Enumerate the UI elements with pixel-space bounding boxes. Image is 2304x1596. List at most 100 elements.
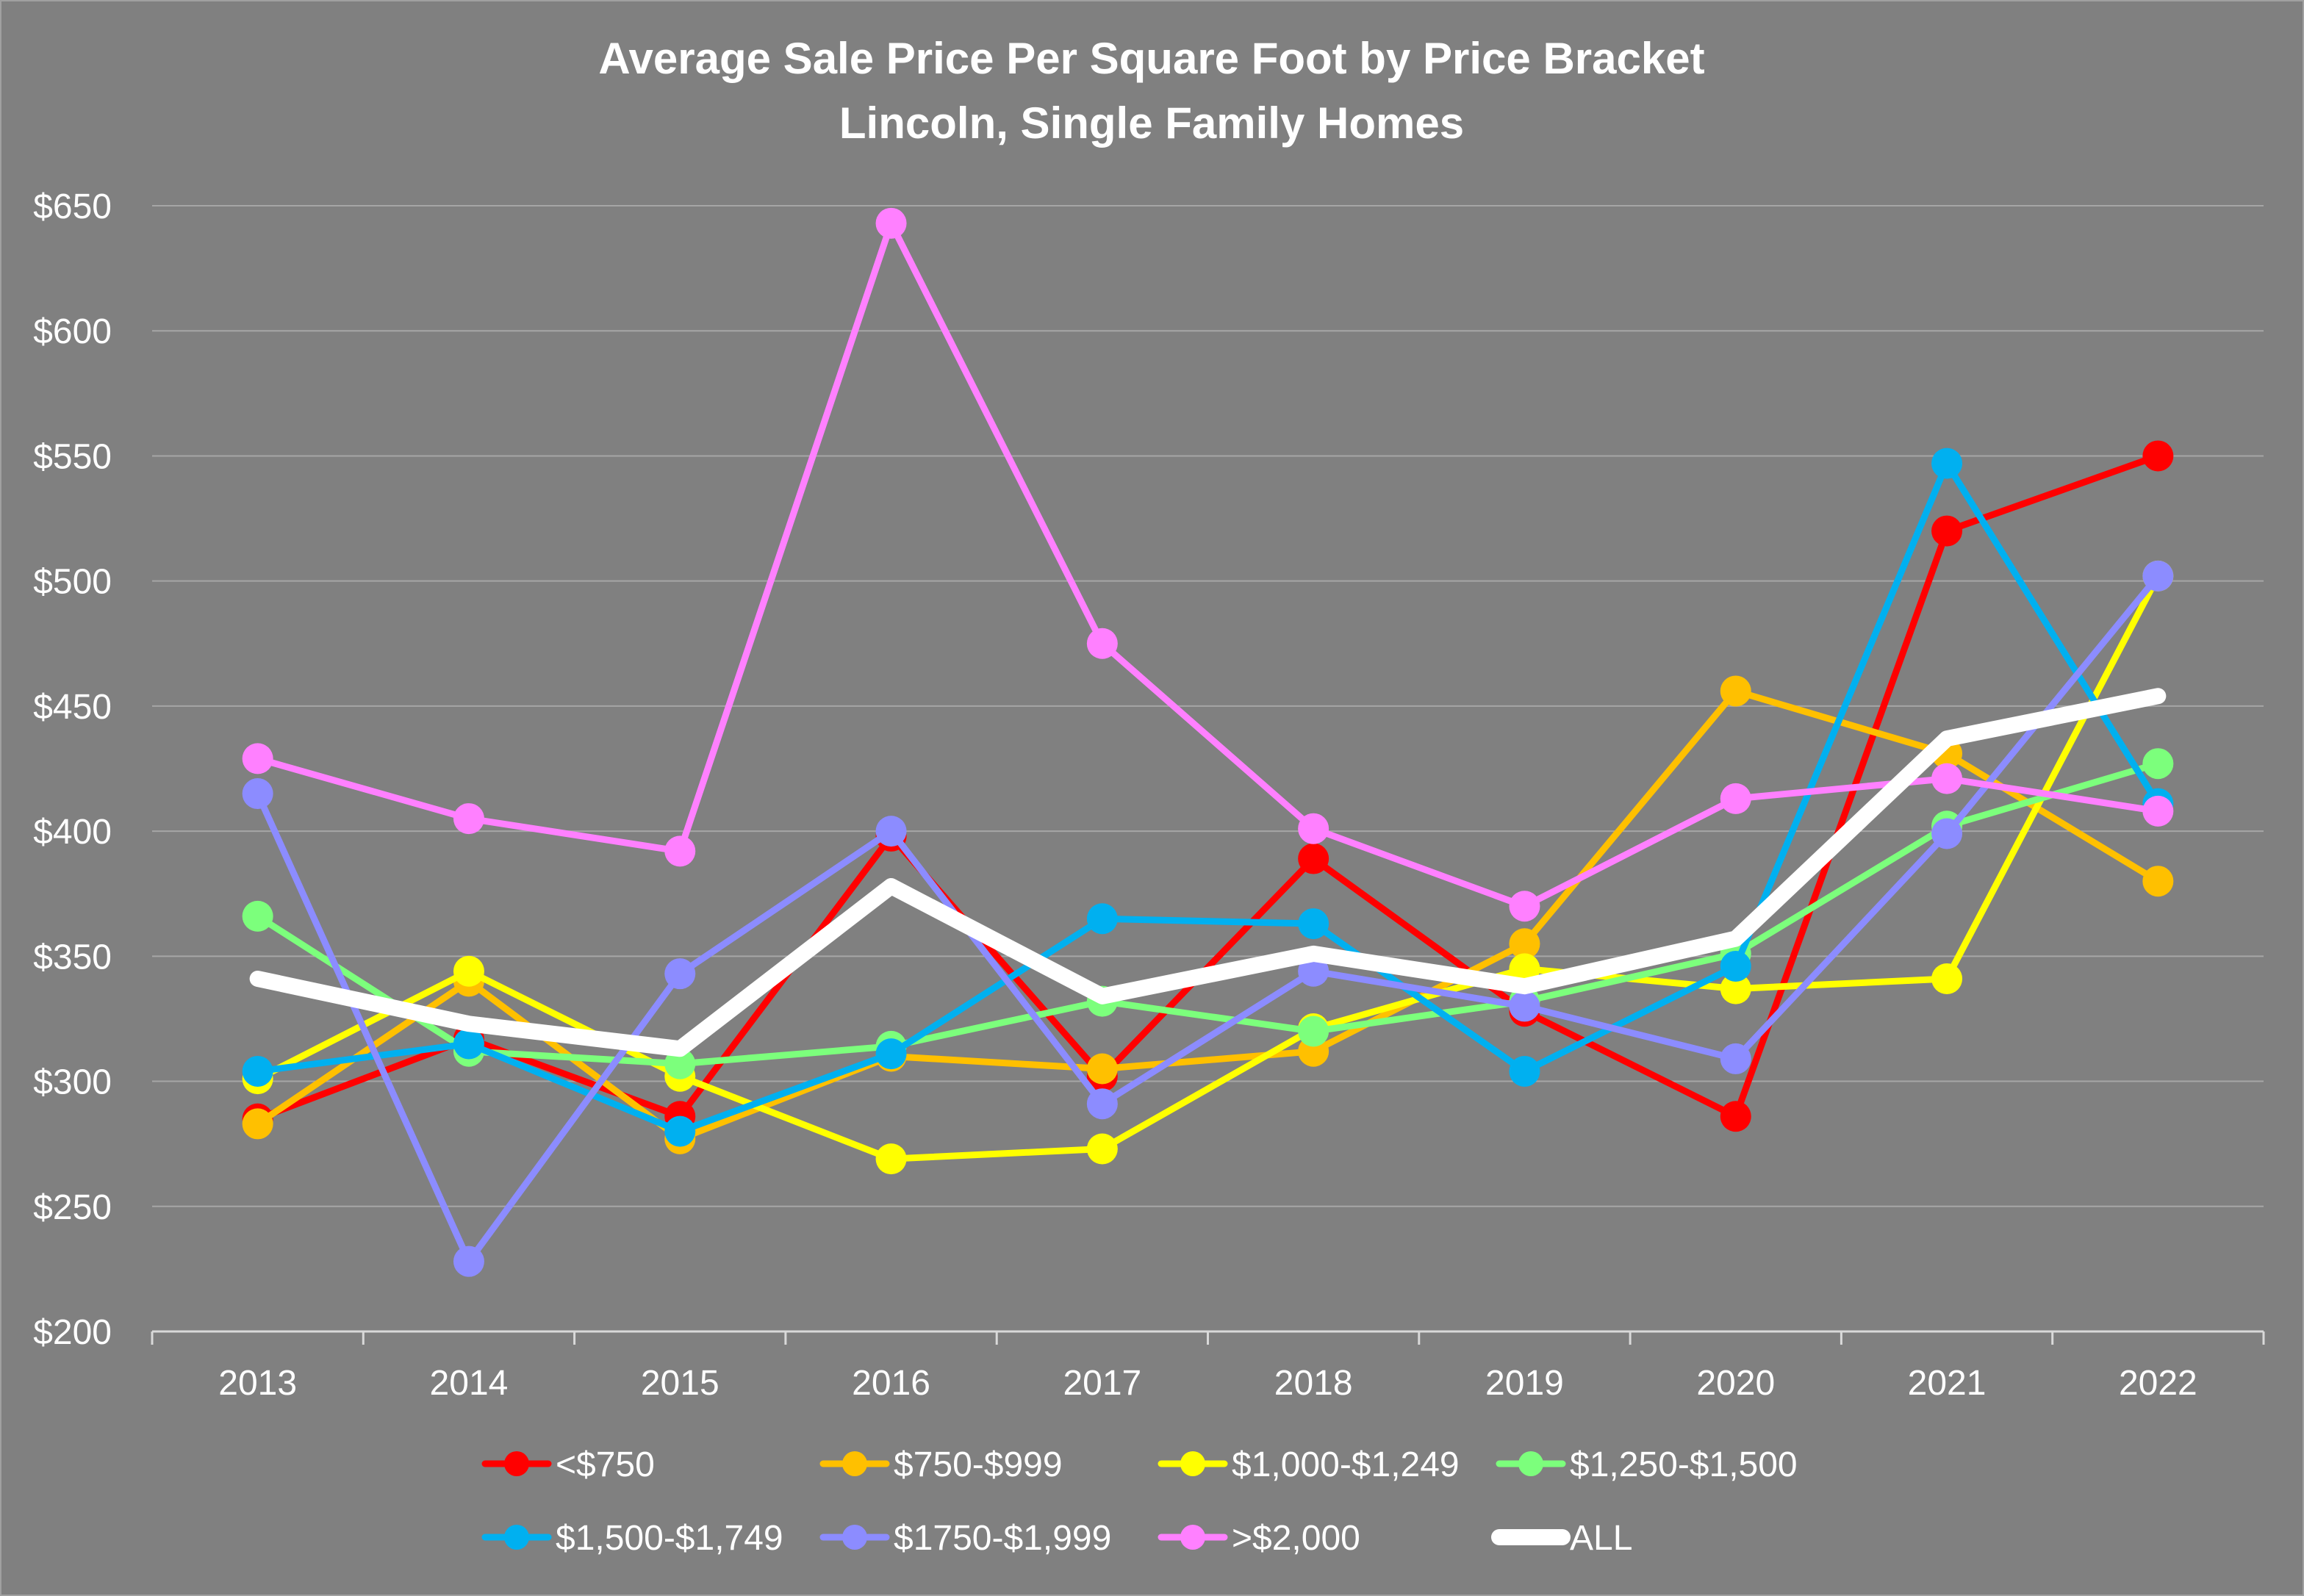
series-7 — [249, 688, 2167, 1057]
y-tick-label: $450 — [33, 688, 112, 727]
chart-title: Average Sale Price Per Square Foot by Pr… — [598, 34, 1704, 83]
data-point — [1931, 447, 1963, 479]
series-line — [254, 572, 2161, 1265]
x-tick-label: 2015 — [641, 1364, 719, 1403]
series-lines — [242, 207, 2174, 1277]
data-point — [664, 835, 696, 867]
legend-swatch-marker — [1180, 1525, 1205, 1550]
y-tick-label: $350 — [33, 938, 112, 977]
y-tick-label: $650 — [33, 187, 112, 226]
data-point — [1086, 628, 1118, 659]
x-tick-label: 2014 — [430, 1364, 509, 1403]
data-point — [1720, 973, 1751, 1004]
legend-label: ALL — [1570, 1519, 1632, 1558]
legend-item: $1750-$1,999 — [819, 1519, 1111, 1558]
x-tick-label: 2016 — [852, 1364, 930, 1403]
data-point — [2142, 866, 2174, 897]
data-point — [2142, 748, 2174, 780]
data-point — [1509, 1055, 1540, 1087]
legend-swatch-marker — [1518, 1451, 1543, 1476]
y-tick-label: $200 — [33, 1313, 112, 1352]
series-line — [254, 572, 2161, 1162]
legend-label: $1,500-$1,749 — [556, 1519, 783, 1558]
legend-label: $1,000-$1,249 — [1232, 1445, 1460, 1484]
data-point — [242, 900, 273, 932]
data-point — [664, 1048, 696, 1079]
x-tick-label: 2020 — [1696, 1364, 1775, 1403]
data-point — [1086, 1053, 1118, 1085]
x-axis-tick-labels: 2013 2014 2015 2016 2017 2018 2019 2020 2021 2022 — [218, 1364, 2197, 1403]
y-tick-label: $600 — [33, 312, 112, 351]
series-line — [254, 760, 2161, 1068]
series-6 — [242, 207, 2174, 922]
x-axis — [151, 1330, 2265, 1345]
gridlines — [152, 205, 2264, 1207]
data-point — [1720, 1043, 1751, 1074]
data-point — [453, 955, 484, 987]
legend-label: $1,250-$1,500 — [1570, 1445, 1798, 1484]
legend-item: >$2,000 — [1158, 1519, 1360, 1558]
series-5 — [242, 560, 2174, 1277]
data-point — [875, 816, 907, 847]
legend-swatch-marker — [842, 1451, 867, 1476]
data-point — [2142, 440, 2174, 472]
data-point — [1298, 843, 1329, 874]
x-tick-label: 2017 — [1063, 1364, 1141, 1403]
x-tick-label: 2022 — [2119, 1364, 2197, 1403]
data-point — [242, 743, 273, 774]
x-tick-label: 2021 — [1908, 1364, 1987, 1403]
data-point — [1509, 991, 1540, 1022]
data-point — [1720, 675, 1751, 707]
data-point — [1086, 1088, 1118, 1120]
data-point — [664, 1115, 696, 1147]
data-point — [242, 1055, 273, 1087]
legend-item: $1,000-$1,249 — [1158, 1445, 1460, 1484]
legend-item: $1,500-$1,749 — [481, 1519, 783, 1558]
legend-item: $750-$999 — [819, 1445, 1063, 1484]
data-point — [453, 803, 484, 835]
x-tick-label: 2018 — [1274, 1364, 1353, 1403]
legend: <$750 $750-$999 $1,000-$1,249 $1,250-$1,500… — [481, 1445, 1798, 1558]
data-point — [875, 1038, 907, 1070]
legend-item: $1,250-$1,500 — [1496, 1445, 1798, 1484]
y-tick-label: $400 — [33, 813, 112, 852]
data-point — [1298, 1016, 1329, 1047]
data-point — [1509, 928, 1540, 960]
x-tick-label: 2013 — [218, 1364, 297, 1403]
series-line — [249, 688, 2167, 1057]
data-point — [453, 1245, 484, 1277]
data-point — [875, 207, 907, 239]
y-axis-tick-labels: $200 $250 $300 $350 $400 $450 $500 $550 $600 $650 — [33, 187, 112, 1352]
legend-label: >$2,000 — [1232, 1519, 1360, 1558]
y-tick-label: $500 — [33, 563, 112, 602]
data-point — [664, 958, 696, 990]
data-point — [1720, 1101, 1751, 1132]
data-point — [1720, 950, 1751, 982]
chart-subtitle: Lincoln, Single Family Homes — [839, 98, 1464, 148]
legend-item: <$750 — [481, 1445, 655, 1484]
data-point — [1931, 515, 1963, 547]
y-tick-label: $250 — [33, 1188, 112, 1227]
data-point — [1086, 903, 1118, 935]
data-point — [1509, 891, 1540, 922]
series-line — [254, 220, 2161, 910]
data-point — [875, 1143, 907, 1175]
data-point — [242, 778, 273, 810]
data-point — [1298, 813, 1329, 844]
data-point — [1086, 1133, 1118, 1165]
legend-swatch-marker — [504, 1525, 529, 1550]
legend-swatch-marker — [1180, 1451, 1205, 1476]
series-line — [254, 460, 2161, 1135]
data-point — [2142, 795, 2174, 827]
y-tick-label: $300 — [33, 1063, 112, 1102]
y-tick-label: $550 — [33, 437, 112, 476]
legend-label: <$750 — [556, 1445, 655, 1484]
legend-swatch-marker — [504, 1451, 529, 1476]
x-tick-label: 2019 — [1485, 1364, 1564, 1403]
legend-label: $750-$999 — [894, 1445, 1063, 1484]
legend-label: $1750-$1,999 — [894, 1519, 1111, 1558]
data-point — [1298, 908, 1329, 940]
data-point — [1931, 963, 1963, 994]
